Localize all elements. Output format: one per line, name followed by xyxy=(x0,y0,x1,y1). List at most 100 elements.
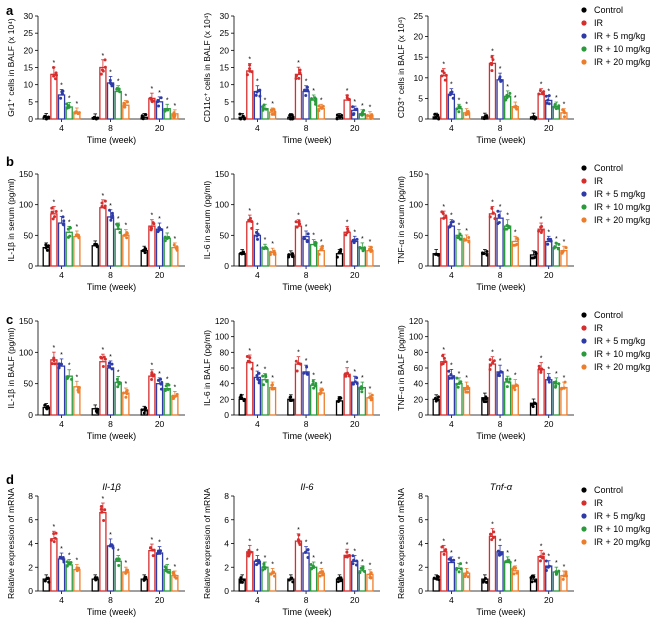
significance-mark: * xyxy=(547,554,550,561)
significance-mark: * xyxy=(563,375,566,382)
significance-mark: * xyxy=(151,537,154,544)
y-axis-label: TNF-α in BALF (pg/ml) xyxy=(396,325,406,411)
significance-mark: * xyxy=(353,99,356,106)
x-axis-label: Time (week) xyxy=(282,431,331,441)
data-point xyxy=(532,256,536,260)
data-point xyxy=(304,550,308,554)
significance-mark: * xyxy=(369,563,372,570)
data-point xyxy=(336,580,340,584)
significance-mark: * xyxy=(60,352,63,359)
data-point xyxy=(239,578,243,582)
y-tick-label: 8 xyxy=(28,491,33,501)
significance-mark: * xyxy=(264,237,267,244)
data-point xyxy=(337,399,341,403)
bar xyxy=(50,359,58,416)
data-point xyxy=(290,576,294,580)
data-point xyxy=(256,377,260,381)
significance-mark: * xyxy=(124,560,127,567)
data-point xyxy=(172,396,176,400)
data-point xyxy=(483,576,487,580)
data-point xyxy=(541,91,545,95)
data-point xyxy=(96,407,100,411)
data-point xyxy=(270,383,274,387)
significance-mark: * xyxy=(117,79,120,86)
x-tick-label: 20 xyxy=(350,123,360,133)
data-point xyxy=(295,225,299,229)
significance-mark: * xyxy=(514,559,517,566)
data-point xyxy=(250,367,254,371)
significance-mark: * xyxy=(547,229,550,236)
significance-mark: * xyxy=(555,236,558,243)
significance-mark: * xyxy=(361,559,364,566)
chart-panel: 0 2 4 6 8 Relative expression of mRNA Il-6 4 * * *… xyxy=(202,482,380,617)
bar xyxy=(496,217,504,267)
bar xyxy=(73,568,81,592)
data-point xyxy=(547,102,551,106)
x-tick-label: 8 xyxy=(108,270,113,280)
data-point xyxy=(50,210,54,214)
bar xyxy=(440,217,448,267)
y-tick-label: 0 xyxy=(224,586,229,596)
data-point xyxy=(489,532,493,536)
data-point xyxy=(352,241,356,245)
data-point xyxy=(94,578,98,582)
significance-mark: * xyxy=(563,102,566,109)
significance-mark: * xyxy=(124,381,127,388)
significance-mark: * xyxy=(346,219,349,226)
data-point xyxy=(507,226,511,230)
significance-mark: * xyxy=(248,538,251,545)
bar xyxy=(366,250,374,267)
data-point xyxy=(564,246,568,250)
data-point xyxy=(557,242,561,246)
data-point xyxy=(116,385,120,389)
data-point xyxy=(353,238,357,242)
legend-marker xyxy=(581,191,587,197)
data-point xyxy=(110,367,114,371)
legend-label: IR + 20 mg/kg xyxy=(594,537,650,547)
legend-label: IR xyxy=(594,323,604,333)
data-point xyxy=(257,561,261,565)
data-point xyxy=(254,559,258,563)
x-axis-label: Time (week) xyxy=(476,135,525,145)
x-tick-label: 8 xyxy=(108,123,113,133)
panel-letter: c xyxy=(6,312,13,327)
data-point xyxy=(248,63,252,67)
data-point xyxy=(100,510,104,514)
data-point xyxy=(488,368,492,372)
data-point xyxy=(504,560,508,564)
x-tick-label: 8 xyxy=(304,595,309,605)
data-point xyxy=(306,556,310,560)
x-axis-label: Time (week) xyxy=(282,607,331,617)
bar xyxy=(294,225,303,267)
legend-label: IR + 10 mg/kg xyxy=(594,349,650,359)
data-point xyxy=(321,104,325,108)
data-point xyxy=(175,247,179,251)
data-point xyxy=(317,109,321,113)
y-tick-label: 8 xyxy=(224,491,229,501)
y-tick-label: 0 xyxy=(28,586,33,596)
data-point xyxy=(76,112,80,116)
data-point xyxy=(466,387,470,391)
data-point xyxy=(269,572,273,576)
data-point xyxy=(157,228,161,232)
data-point xyxy=(313,240,317,244)
data-point xyxy=(272,112,276,116)
data-point xyxy=(273,110,277,114)
data-point xyxy=(107,364,111,368)
significance-mark: * xyxy=(256,364,259,371)
y-tick-label: 150 xyxy=(215,169,229,179)
data-point xyxy=(434,252,438,256)
y-tick-label: 4 xyxy=(28,539,33,549)
data-point xyxy=(437,117,441,121)
significance-mark: * xyxy=(547,88,550,95)
x-tick-label: 8 xyxy=(108,595,113,605)
data-point xyxy=(443,549,447,553)
data-point xyxy=(365,113,369,117)
significance-mark: * xyxy=(506,369,509,376)
data-point xyxy=(513,243,517,247)
y-tick-label: 120 xyxy=(409,316,423,326)
significance-mark: * xyxy=(53,524,56,531)
data-point xyxy=(238,112,242,116)
significance-mark: * xyxy=(248,56,251,63)
data-point xyxy=(345,94,349,98)
